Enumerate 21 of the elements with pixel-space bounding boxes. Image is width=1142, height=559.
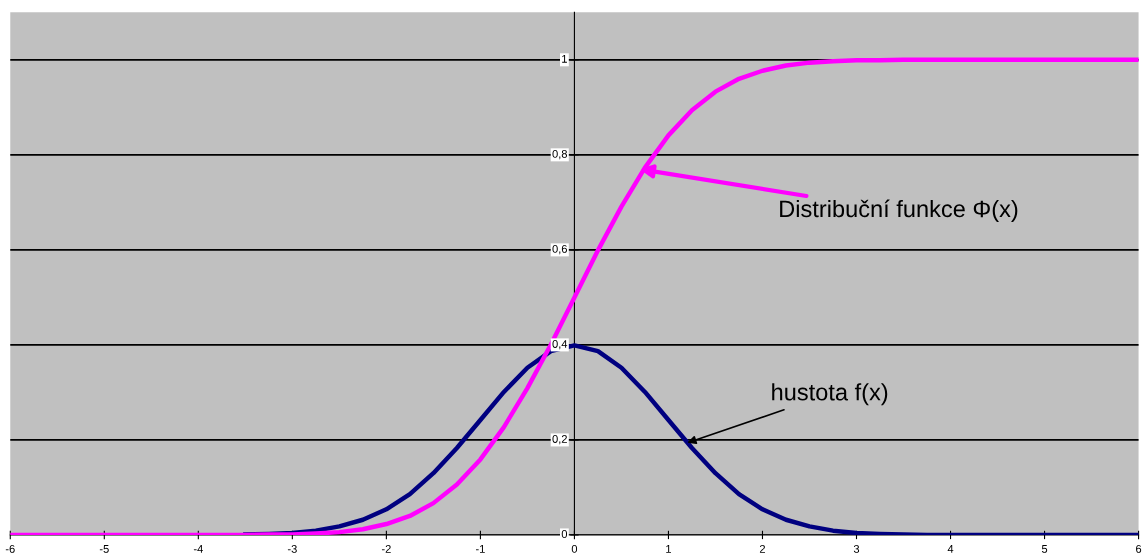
x-tick-label: 4: [947, 545, 954, 553]
annotation: Distribuční funkce Φ(x): [780, 199, 1018, 222]
x-tick-label: -2: [381, 544, 391, 553]
x-tick-label: 2: [759, 544, 766, 553]
y-tick-label: 0,4: [552, 340, 568, 350]
x-tick-label: -6: [5, 544, 15, 553]
x-tick-label: -1: [475, 545, 485, 553]
y-tick-label: 1: [562, 55, 567, 63]
y-tick-label: 0,6: [552, 244, 567, 255]
x-tick-label: -4: [193, 545, 203, 553]
y-tick-label: 0,8: [552, 149, 567, 160]
x-tick-label: -3: [287, 544, 297, 553]
x-tick-label: 6: [1136, 544, 1142, 553]
x-tick-label: 3: [853, 544, 860, 553]
y-tick-label: 0: [561, 530, 568, 538]
x-tick-label: -5: [99, 545, 109, 553]
annotation: hustota f(x): [772, 383, 888, 406]
x-tick-label: 1: [666, 545, 671, 553]
y-tick-label: 0,2: [552, 435, 567, 445]
x-tick-label: 0: [571, 544, 578, 553]
x-tick-label: 5: [1041, 545, 1048, 553]
